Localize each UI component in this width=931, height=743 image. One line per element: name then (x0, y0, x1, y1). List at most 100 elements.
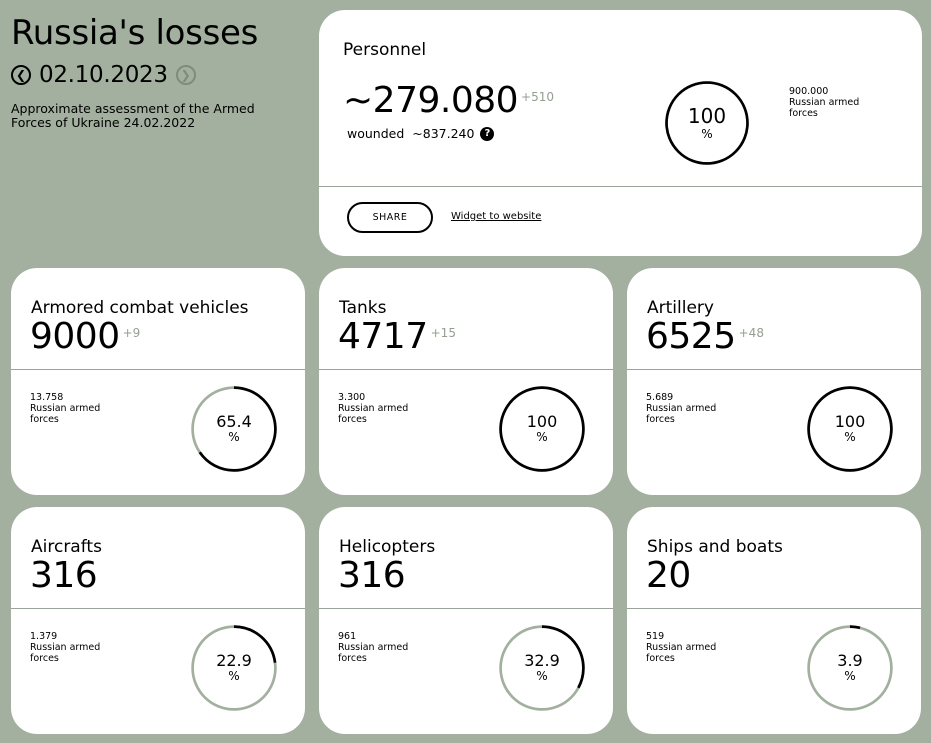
stat-card-artillery: Artillery 6525 +48 5.689 Russian armed fo… (627, 268, 921, 495)
percent-sign: % (228, 430, 240, 444)
percent-ring: 32.9 % (497, 623, 587, 713)
stat-card-tanks: Tanks 4717 +15 3.300 Russian armed forces… (319, 268, 613, 495)
question-circle-icon[interactable]: ? (480, 126, 495, 141)
percent-ring: 65.4 % (189, 384, 279, 474)
card-title: Armored combat vehicles (31, 298, 249, 318)
ring-label: 3.9 % (805, 623, 895, 713)
ring-arc (191, 625, 277, 711)
total-label-line2: forces (30, 653, 59, 664)
percent-ring-graphic (191, 386, 277, 472)
stat-card-armored-combat-vehicles: Armored combat vehicles 9000 +9 13.758 Ru… (11, 268, 305, 495)
card-value: 9000 +9 (30, 316, 140, 358)
chevron-left-circle-icon[interactable]: ❮ (11, 65, 31, 85)
ring-arc (499, 625, 585, 711)
ring-label: 100 % (497, 384, 587, 474)
total-label-line2: forces (30, 414, 59, 425)
card-title: Artillery (647, 298, 714, 318)
total-forces: 3.300 Russian armed forces (338, 392, 408, 425)
total-label-line1: Russian armed (789, 97, 860, 108)
percent-value: 32.9 (524, 651, 560, 670)
card-value: 4717 +15 (338, 316, 456, 358)
percent-ring-graphic (807, 386, 893, 472)
percent-sign: % (536, 430, 548, 444)
percent-ring: 100 % (663, 79, 751, 167)
card-value-number: 316 (338, 555, 406, 596)
card-value: 316 (338, 555, 408, 597)
total-forces: 961 Russian armed forces (338, 631, 408, 664)
wounded-value: ~837.240 (412, 126, 475, 141)
card-value-number: ~279.080 (343, 80, 519, 121)
total-forces: 519 Russian armed forces (646, 631, 716, 664)
card-delta: +510 (521, 90, 555, 104)
percent-sign: % (536, 669, 548, 683)
stat-card-aircrafts: Aircrafts 316 1.379 Russian armed forces… (11, 507, 305, 734)
card-value-number: 20 (646, 555, 691, 596)
percent-sign: % (844, 430, 856, 444)
total-label-line1: Russian armed (30, 403, 101, 414)
stat-card-ships-and-boats: Ships and boats 20 519 Russian armed for… (627, 507, 921, 734)
total-label-line1: Russian armed (338, 642, 409, 653)
total-number: 519 (646, 631, 665, 642)
divider (627, 608, 921, 609)
total-number: 961 (338, 631, 357, 642)
divider (319, 186, 922, 187)
divider (11, 369, 305, 370)
page-title: Russia's losses (11, 13, 259, 53)
percent-sign: % (844, 669, 856, 683)
total-forces: 13.758 Russian armed forces (30, 392, 100, 425)
ring-label: 32.9 % (497, 623, 587, 713)
card-title: Ships and boats (647, 537, 783, 557)
divider (319, 369, 613, 370)
total-label-line1: Russian armed (646, 642, 717, 653)
card-value-number: 9000 (30, 316, 120, 357)
card-delta: +15 (430, 326, 456, 340)
divider (627, 369, 921, 370)
total-label-line2: forces (338, 414, 367, 425)
total-label-line2: forces (338, 653, 367, 664)
wounded-label: wounded (347, 126, 405, 141)
card-delta: +9 (122, 326, 141, 340)
percent-sign: % (701, 126, 713, 141)
ring-arc (191, 386, 277, 472)
percent-ring-graphic (807, 625, 893, 711)
percent-ring: 3.9 % (805, 623, 895, 713)
percent-ring: 100 % (497, 384, 587, 474)
card-value: ~279.080 +510 (343, 80, 554, 122)
personnel-card: Personnel ~279.080 +510 wounded ~837.240 … (319, 10, 922, 256)
ring-label: 100 % (663, 79, 751, 167)
card-value: 6525 +48 (646, 316, 764, 358)
widget-to-website-link[interactable]: Widget to website (451, 211, 542, 222)
current-date: 02.10.2023 (39, 62, 168, 88)
card-title: Personnel (343, 40, 427, 60)
card-value-number: 4717 (338, 316, 428, 357)
page-subtitle: Approximate assessment of the Armed Forc… (11, 101, 255, 130)
total-forces: 5.689 Russian armed forces (646, 392, 716, 425)
percent-ring-graphic (499, 625, 585, 711)
percent-value: 100 (687, 103, 727, 128)
chevron-right-circle-icon[interactable]: ❯ (175, 65, 196, 85)
total-label-line2: forces (789, 108, 818, 119)
card-value: 20 (646, 555, 694, 597)
card-title: Tanks (339, 298, 387, 318)
percent-value: 100 (526, 412, 558, 431)
total-number: 900.000 (789, 86, 829, 97)
card-title: Helicopters (339, 537, 436, 557)
divider (11, 608, 305, 609)
ring-label: 65.4 % (189, 384, 279, 474)
share-button[interactable]: SHARE (347, 202, 433, 233)
total-label-line1: Russian armed (646, 403, 717, 414)
total-number: 3.300 (338, 392, 366, 403)
card-value-number: 316 (30, 555, 98, 596)
ring-arc (807, 625, 893, 711)
percent-value: 100 (834, 412, 866, 431)
total-label-line2: forces (646, 414, 675, 425)
card-value: 316 (30, 555, 100, 597)
percent-value: 65.4 (216, 412, 252, 431)
date-navigator: ❮ 02.10.2023 ❯ (11, 62, 311, 88)
ring-arc (499, 386, 585, 472)
card-delta: +48 (738, 326, 764, 340)
percent-ring-graphic (191, 625, 277, 711)
divider (319, 608, 613, 609)
percent-ring-graphic (499, 386, 585, 472)
page-header: Russia's losses ❮ 02.10.2023 ❯ Approxima… (11, 12, 311, 130)
